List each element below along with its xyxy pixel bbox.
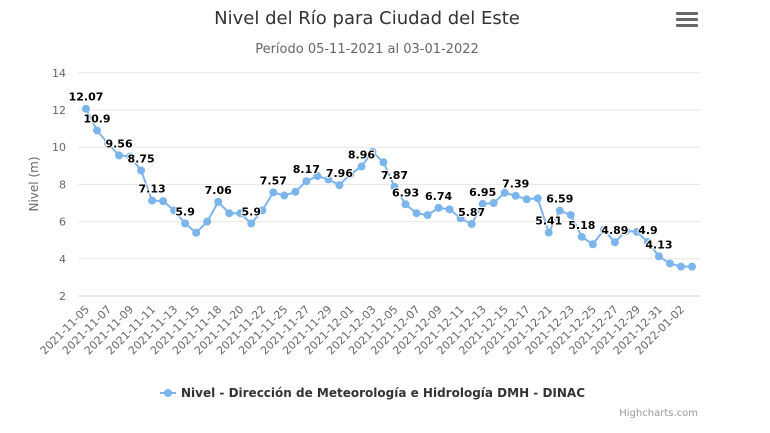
data-point[interactable] [599, 225, 608, 234]
data-label: 8.96 [348, 149, 375, 162]
y-tick-label: 12 [52, 104, 66, 117]
data-point[interactable] [291, 187, 300, 196]
data-point[interactable] [170, 206, 179, 215]
y-tick-label: 10 [52, 141, 66, 154]
data-point[interactable] [555, 206, 564, 215]
hamburger-menu-icon[interactable] [676, 12, 698, 30]
data-label: 7.87 [381, 169, 408, 182]
data-point[interactable] [236, 209, 245, 218]
data-point[interactable] [665, 259, 674, 268]
data-point[interactable] [324, 175, 333, 184]
data-point[interactable] [269, 188, 278, 197]
data-point[interactable] [181, 219, 190, 228]
data-point[interactable] [566, 211, 575, 220]
chart-title: Nivel del Río para Ciudad del Este [214, 8, 520, 29]
data-point[interactable] [401, 200, 410, 209]
data-point[interactable] [82, 104, 90, 113]
data-point[interactable] [511, 191, 520, 200]
data-point[interactable] [676, 262, 685, 271]
y-tick-label: 6 [59, 216, 66, 229]
data-point[interactable] [621, 226, 630, 235]
data-point[interactable] [225, 209, 234, 218]
data-point[interactable] [159, 197, 168, 206]
data-label: 7.96 [326, 167, 353, 180]
data-label: 10.9 [83, 112, 110, 125]
data-point[interactable] [533, 194, 542, 203]
data-point[interactable] [335, 181, 344, 190]
data-point[interactable] [93, 126, 102, 135]
data-point[interactable] [522, 195, 531, 204]
legend-marker [164, 389, 172, 397]
data-label: 5.18 [568, 219, 595, 232]
data-label: 4.13 [645, 238, 672, 251]
data-label: 8.17 [293, 163, 320, 176]
data-point[interactable] [577, 232, 586, 241]
data-label: 5.87 [458, 206, 485, 219]
data-label: 6.74 [425, 190, 452, 203]
data-point[interactable] [423, 211, 432, 220]
data-point[interactable] [104, 139, 113, 148]
y-axis-title: Nivel (m) [27, 157, 41, 212]
data-label: 6.93 [392, 186, 419, 199]
y-tick-label: 4 [59, 253, 66, 266]
data-label: 7.39 [502, 178, 529, 191]
y-tick-label: 14 [52, 67, 66, 80]
data-point[interactable] [357, 162, 366, 171]
data-point[interactable] [313, 172, 322, 181]
data-point[interactable] [456, 214, 465, 223]
data-point[interactable] [280, 191, 289, 200]
chart-subtitle: Período 05-11-2021 al 03-01-2022 [255, 42, 479, 57]
data-point[interactable] [445, 205, 454, 214]
data-point[interactable] [214, 197, 223, 206]
data-label: 6.59 [546, 193, 573, 206]
series-line [85, 108, 692, 268]
data-point[interactable] [115, 151, 124, 160]
y-tick-label: 2 [59, 290, 66, 303]
data-point[interactable] [654, 252, 663, 261]
data-point[interactable] [643, 238, 652, 247]
data-point[interactable] [467, 220, 476, 229]
data-point[interactable] [544, 228, 553, 237]
data-point[interactable] [379, 158, 388, 167]
data-point[interactable] [390, 182, 399, 191]
data-point[interactable] [478, 199, 487, 208]
data-point[interactable] [302, 177, 311, 186]
data-point[interactable] [346, 170, 355, 179]
data-point[interactable] [688, 262, 696, 271]
data-point[interactable] [500, 188, 509, 197]
data-point[interactable] [258, 206, 267, 215]
data-point[interactable] [434, 203, 443, 212]
legend-item[interactable]: Nivel - Dirección de Meteorología e Hidr… [160, 386, 585, 400]
data-label: 5.41 [535, 215, 562, 228]
data-point[interactable] [203, 217, 212, 226]
data-label: 6.95 [469, 186, 496, 199]
data-label: 4.9 [638, 224, 658, 237]
data-label: 9.56 [105, 137, 132, 150]
credits-link[interactable]: Highcharts.com [619, 408, 698, 419]
data-label: 12.07 [69, 91, 104, 104]
data-point[interactable] [368, 147, 377, 156]
data-point[interactable] [192, 228, 201, 237]
data-point[interactable] [610, 238, 619, 247]
data-point[interactable] [489, 199, 498, 207]
data-label: 8.75 [128, 152, 155, 165]
data-point[interactable] [247, 219, 256, 228]
data-point[interactable] [632, 227, 641, 236]
legend-label: Nivel - Dirección de Meteorología e Hidr… [181, 386, 585, 400]
data-label: 4.89 [601, 224, 628, 237]
data-label: 7.06 [205, 184, 232, 197]
data-point[interactable] [412, 209, 421, 218]
data-point[interactable] [137, 166, 146, 175]
y-tick-label: 8 [59, 178, 66, 191]
data-label: 7.13 [139, 183, 166, 196]
data-label: 5.9 [242, 205, 262, 218]
data-label: 7.57 [260, 174, 287, 187]
data-point[interactable] [588, 240, 597, 249]
data-point[interactable] [148, 196, 157, 205]
data-label: 5.9 [175, 205, 195, 218]
data-point[interactable] [126, 152, 135, 161]
